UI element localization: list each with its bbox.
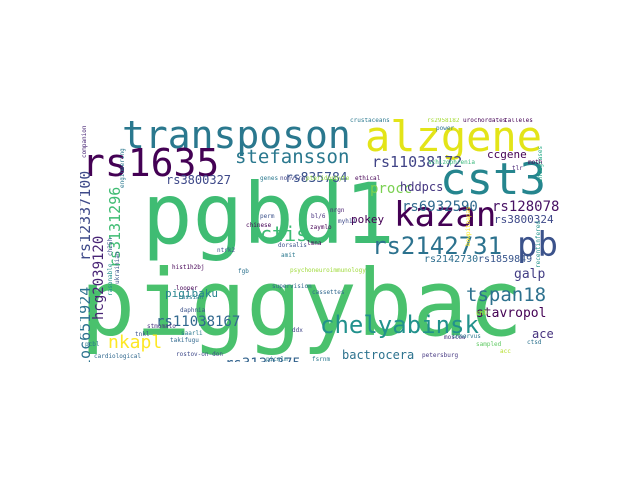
word: piggybac <box>80 250 524 357</box>
word: rs1635 <box>82 141 220 185</box>
word: companion <box>81 125 88 158</box>
word: fgb <box>238 268 249 275</box>
word: russian <box>178 294 204 301</box>
word: bl/6 <box>311 213 326 220</box>
word: looper <box>176 285 198 292</box>
word: stmomato <box>147 323 176 330</box>
word: tspan18 <box>466 284 547 306</box>
word: ddx <box>292 327 303 334</box>
word: ukrainian <box>114 251 121 284</box>
word: stavropol <box>476 306 547 321</box>
word: ace <box>532 327 554 341</box>
word: rostov-on-don <box>176 351 223 358</box>
word: moscow <box>444 334 466 341</box>
word: stefansson <box>235 146 350 168</box>
word: genes <box>260 175 279 182</box>
word-cloud: piggybac pgbd1 transposon alzgene cst3 r… <box>80 118 560 362</box>
word: rs2142730 <box>424 254 479 265</box>
word: cardiological <box>94 353 141 360</box>
word: perm <box>260 213 275 220</box>
word: rs3800327 <box>166 173 232 187</box>
word: rs12807809 <box>492 199 560 215</box>
word: rs3130375 <box>225 357 301 362</box>
word: cassettes <box>312 289 345 296</box>
word: supervision <box>272 283 312 290</box>
word: hddpcs <box>400 180 444 194</box>
word: talleles <box>504 118 533 124</box>
word: schizophrenia <box>428 159 475 166</box>
word: nkapl <box>108 332 163 353</box>
word: rs6932590 <box>402 199 478 215</box>
word: acc <box>500 348 511 355</box>
word: saarli <box>181 330 203 337</box>
word: cst3 <box>440 154 546 205</box>
word: ctsd <box>527 339 542 346</box>
word: ntrk2 <box>217 247 236 254</box>
word: petersburg <box>422 352 459 359</box>
word: ccgene <box>487 148 527 161</box>
word: chinese <box>246 222 272 229</box>
word: trichoplusia <box>413 361 492 362</box>
word: amit <box>281 252 296 259</box>
word: rs2958182 <box>427 118 460 124</box>
word: pteridophyte <box>306 175 350 182</box>
word: takifugu <box>170 337 199 344</box>
word: nonviral <box>280 175 309 182</box>
word: pb <box>517 225 558 265</box>
word: psychoneuroimmunology <box>290 267 366 274</box>
word: tlr <box>512 165 523 172</box>
word: innervus <box>452 333 481 340</box>
word: transposon <box>122 118 351 157</box>
word: bowpitoapas <box>465 206 472 246</box>
word: hist1h2bj <box>172 264 205 271</box>
word: rs835784 <box>285 171 348 186</box>
word: kazan <box>394 195 497 235</box>
word: recentinfered <box>535 221 542 268</box>
word: dorsalis <box>278 242 307 249</box>
word: picalm <box>266 356 288 363</box>
word: galp <box>514 267 546 282</box>
word: procc <box>370 181 413 197</box>
word: urochordates <box>463 118 507 124</box>
word: rs11038167 <box>156 314 241 330</box>
word: cel <box>478 309 489 316</box>
word: rs2142731 <box>372 232 503 260</box>
word: sampled <box>476 341 502 348</box>
word: daphnia <box>180 307 206 314</box>
word: ctis <box>260 222 309 246</box>
word: lmna <box>307 240 322 247</box>
word: myh11 <box>338 218 357 225</box>
word: pcbl <box>85 341 100 348</box>
word: pokey <box>351 213 385 226</box>
word: power <box>436 125 455 132</box>
word: bactrocera <box>342 348 415 362</box>
word: ethical <box>355 175 381 182</box>
word: rs1859849 <box>478 254 533 265</box>
word: rs3800324 <box>494 213 554 226</box>
word: pigibaku <box>165 287 218 300</box>
word: crustaceans <box>350 118 390 124</box>
word: pgbd1 <box>142 165 395 263</box>
word: cnl <box>476 310 487 317</box>
word: moth <box>528 159 543 166</box>
word: fsrnm <box>312 356 331 363</box>
word: zaymlo <box>310 224 332 231</box>
word: rs11038172 <box>372 153 463 171</box>
word: nrgn <box>330 207 345 214</box>
word: chelyabinsk <box>320 311 479 339</box>
word: engineering <box>119 148 126 188</box>
word: alzgene <box>365 118 543 161</box>
word: hcg2039120 <box>91 235 107 320</box>
word: tnkl <box>135 331 150 338</box>
